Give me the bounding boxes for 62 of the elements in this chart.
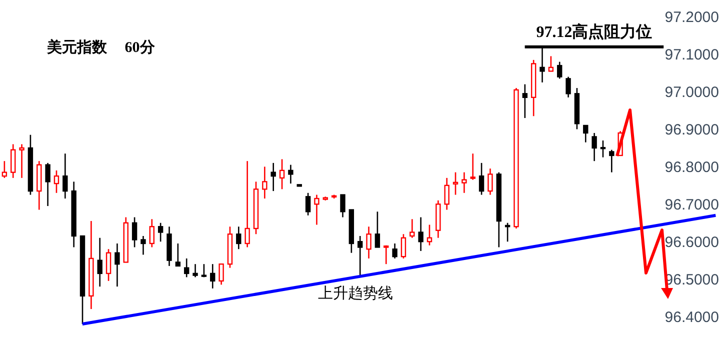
candlestick <box>106 248 112 282</box>
candlestick <box>583 124 588 143</box>
candlestick <box>184 258 190 278</box>
candlestick <box>19 144 24 179</box>
candlestick <box>566 76 571 98</box>
candlestick <box>236 226 242 250</box>
candlestick <box>504 222 510 242</box>
candlestick <box>392 242 398 260</box>
candlestick <box>488 168 493 196</box>
candlestick <box>592 132 597 162</box>
candlestick <box>132 216 138 248</box>
candlestick <box>609 149 614 173</box>
candlestick <box>192 263 198 278</box>
candlestick <box>54 170 60 194</box>
candlestick <box>478 162 484 196</box>
candlestick <box>270 162 276 192</box>
candlestick <box>374 210 380 248</box>
annotation: 上升趋势线 <box>318 284 393 303</box>
candlestick <box>288 164 294 184</box>
candlestick <box>279 158 285 190</box>
candlestick <box>444 177 450 210</box>
y-tick-label: 96.9000 <box>664 121 719 138</box>
candlestick <box>600 140 606 158</box>
candlestick <box>262 166 268 200</box>
candlestick <box>210 263 216 290</box>
y-tick-label: 96.4000 <box>664 308 719 326</box>
candlestick <box>548 56 554 72</box>
ref-line-label: 97.12高点阻力位 <box>536 22 652 41</box>
y-tick-label: 96.8000 <box>664 158 719 176</box>
candlestick <box>366 226 372 260</box>
candlestick <box>400 233 406 260</box>
y-tick-label: 96.6000 <box>664 234 719 251</box>
candlestick <box>140 235 146 256</box>
candlestick <box>175 242 181 267</box>
candlestick <box>410 218 415 239</box>
text: 美元指数 60分 <box>47 38 155 57</box>
candlestick <box>305 192 311 216</box>
candlestick <box>158 222 164 242</box>
y-tick-label: 97.2000 <box>664 9 719 26</box>
y-tick-label: 97.0000 <box>664 84 719 102</box>
candlestick <box>244 160 250 248</box>
y-tick-label: 96.7000 <box>664 196 719 214</box>
candlestick <box>218 263 224 286</box>
candlestick <box>470 152 476 180</box>
candlestick <box>452 172 458 196</box>
candlestick <box>97 237 102 288</box>
candlestick <box>45 162 50 207</box>
candlestick <box>62 152 68 200</box>
candlestick <box>10 144 16 179</box>
candlestick <box>557 61 562 80</box>
candlestick <box>201 263 207 278</box>
candlestick <box>114 242 120 288</box>
candlestick <box>149 218 154 248</box>
candlestick <box>314 194 320 226</box>
y-tick-label: 97.1000 <box>664 46 719 64</box>
candlestick <box>462 172 467 194</box>
candlestick <box>384 244 389 265</box>
candlestick <box>340 194 346 218</box>
candlestick <box>426 224 432 246</box>
candlestick <box>357 235 363 276</box>
candlestick <box>522 84 528 119</box>
candlestick <box>418 216 424 252</box>
